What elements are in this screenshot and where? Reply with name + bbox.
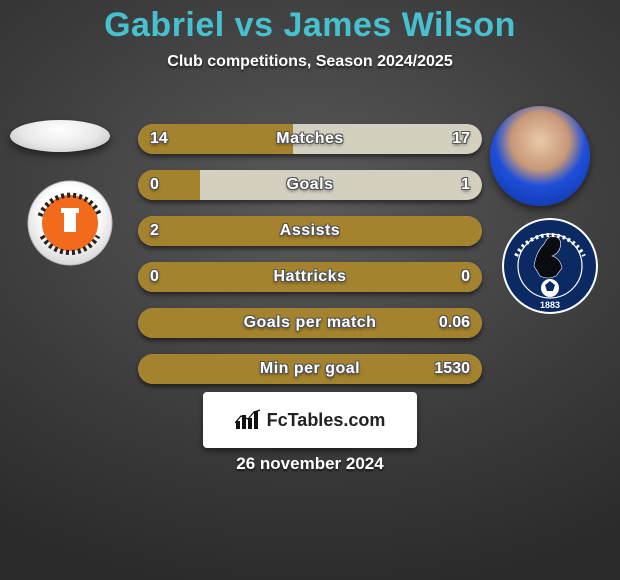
crest-right-icon: 1883 bbox=[500, 216, 600, 316]
stat-value-right: 0.06 bbox=[439, 308, 470, 338]
stat-value-left: 0 bbox=[150, 170, 159, 200]
stat-value-left: 2 bbox=[150, 216, 159, 246]
stat-value-right: 1530 bbox=[434, 354, 470, 384]
stat-row: Goals0 1 bbox=[138, 170, 482, 200]
stat-row: Matches14 17 bbox=[138, 124, 482, 154]
page-title: Gabriel vs James Wilson bbox=[0, 0, 620, 45]
stats-panel: Matches1417Goals01Assists2Hattricks00Goa… bbox=[138, 124, 482, 400]
stat-value-left: 0 bbox=[150, 262, 159, 292]
player-right-avatar bbox=[490, 106, 590, 206]
stat-row: Hattricks0 0 bbox=[138, 262, 482, 292]
stat-value-left: 14 bbox=[150, 124, 168, 154]
infographic-container: Gabriel vs James Wilson Club competition… bbox=[0, 0, 620, 580]
source-badge: FcTables.com bbox=[203, 392, 417, 448]
source-text: FcTables.com bbox=[267, 410, 386, 431]
stat-row: Goals per match0.06 bbox=[138, 308, 482, 338]
stat-label: Goals per match bbox=[138, 308, 482, 338]
subtitle: Club competitions, Season 2024/2025 bbox=[0, 53, 620, 71]
player-right-club-crest: 1883 bbox=[500, 216, 600, 316]
stat-label: Assists bbox=[138, 216, 482, 246]
stat-value-right: 17 bbox=[452, 124, 470, 154]
stat-label: Matches bbox=[138, 124, 482, 154]
stat-value-right: 0 bbox=[461, 262, 470, 292]
stat-row: Assists2 bbox=[138, 216, 482, 246]
stat-value-right: 1 bbox=[461, 170, 470, 200]
player-left-avatar bbox=[10, 120, 110, 152]
stat-row: Min per goal1530 bbox=[138, 354, 482, 384]
stat-label: Goals bbox=[138, 170, 482, 200]
stat-label: Min per goal bbox=[138, 354, 482, 384]
svg-text:1883: 1883 bbox=[540, 300, 560, 310]
stat-label: Hattricks bbox=[138, 262, 482, 292]
date-text: 26 november 2024 bbox=[0, 454, 620, 474]
bar-chart-icon bbox=[235, 409, 261, 431]
player-left-club-crest bbox=[20, 178, 120, 268]
crest-left-icon bbox=[20, 178, 120, 268]
